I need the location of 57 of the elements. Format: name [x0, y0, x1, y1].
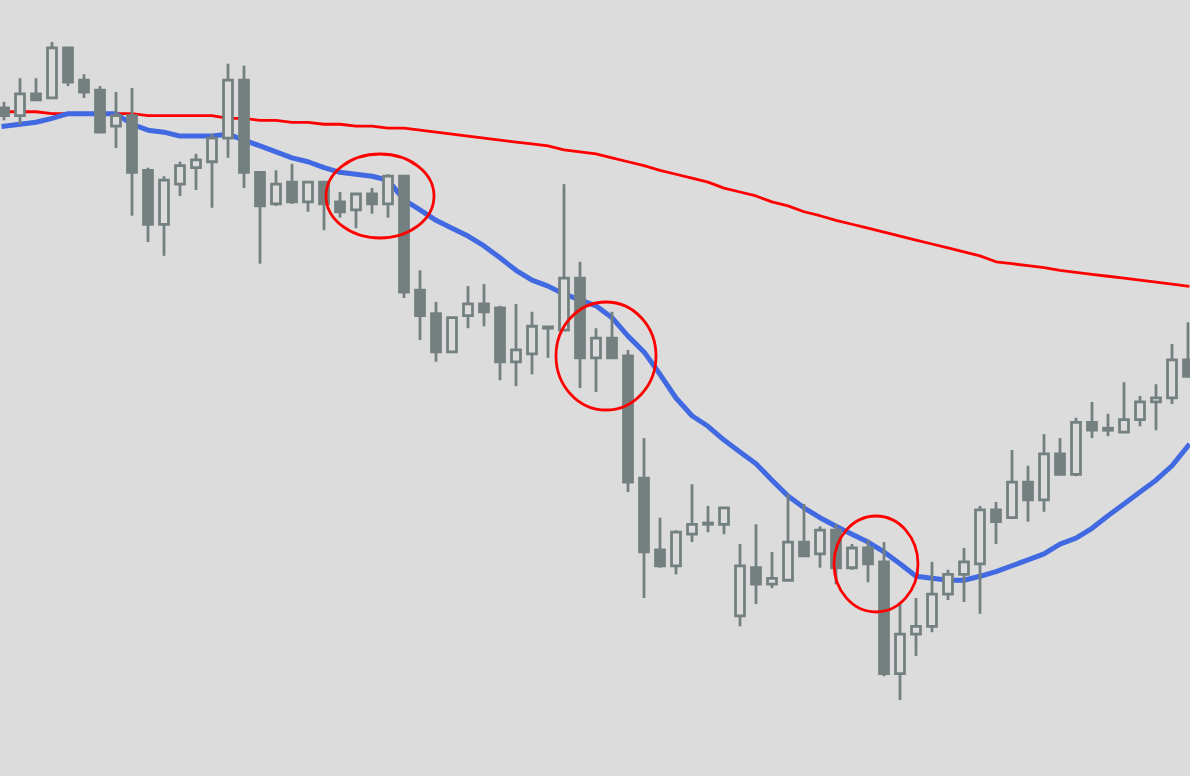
candlestick [750, 522, 762, 606]
candlestick [766, 550, 778, 590]
candlestick [174, 160, 186, 198]
candlestick [366, 186, 378, 216]
candlestick [894, 600, 906, 702]
candlestick [382, 172, 394, 220]
candlestick [334, 190, 346, 220]
candlestick [686, 482, 698, 544]
candlestick [1150, 382, 1162, 432]
candlestick [190, 152, 202, 192]
candlestick [798, 502, 810, 558]
candlestick [286, 162, 298, 206]
candlestick [1022, 464, 1034, 524]
candlestick [670, 528, 682, 576]
candlestick [158, 174, 170, 258]
candlestick [14, 76, 26, 126]
candlestick [542, 325, 554, 360]
candlestick [862, 538, 874, 584]
candlestick [1086, 400, 1098, 440]
candlestick [654, 516, 666, 570]
candlestick [446, 316, 458, 354]
candlestick [718, 506, 730, 536]
candlestick [526, 310, 538, 376]
candlestick [270, 168, 282, 208]
candlestick [30, 76, 42, 102]
candlestick [302, 180, 314, 214]
candlestick [606, 310, 618, 360]
candlestick [926, 560, 938, 634]
candlestick [1038, 432, 1050, 514]
candlestick [1134, 394, 1146, 428]
candlestick [94, 84, 106, 134]
candlestick [1054, 436, 1066, 476]
candlestick [910, 596, 922, 658]
candlestick [62, 46, 74, 88]
candlestick [110, 90, 122, 150]
candlestick [510, 302, 522, 388]
candlestick [702, 504, 714, 534]
candlestick [782, 492, 794, 582]
candlestick [414, 268, 426, 342]
candlestick [254, 170, 266, 266]
candlestick [430, 300, 442, 364]
candlestick [78, 72, 90, 100]
candlestick [1006, 448, 1018, 520]
candlestick [0, 100, 10, 122]
candlestick [1102, 412, 1114, 438]
candlestick [958, 546, 970, 604]
candlestick [350, 192, 362, 230]
candlestick [462, 284, 474, 330]
candlestick [814, 524, 826, 570]
candlestick [1166, 342, 1178, 406]
candlestick [990, 500, 1002, 546]
candlestick [478, 282, 490, 328]
candlestick [846, 542, 858, 572]
candlestick [942, 568, 954, 602]
candlestick [1118, 380, 1130, 434]
candlestick [206, 132, 218, 210]
candlestick [590, 326, 602, 394]
